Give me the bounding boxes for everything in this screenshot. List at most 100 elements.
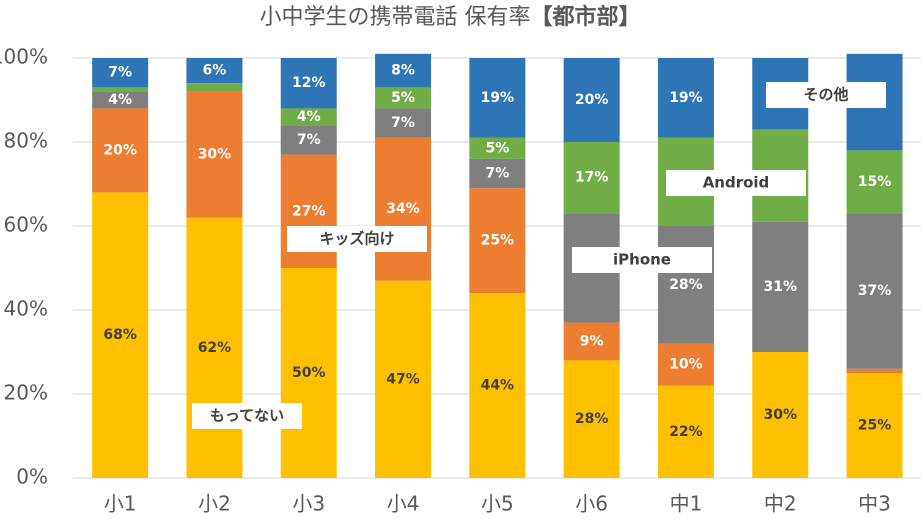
data-label: 4% (297, 109, 321, 125)
data-label: 30% (763, 407, 797, 423)
data-label: 10% (669, 357, 703, 373)
bar-segment (563, 360, 620, 478)
data-label: 25% (858, 418, 892, 434)
data-label: 30% (198, 147, 232, 163)
bar-segment (657, 58, 714, 138)
data-label: 28% (669, 277, 703, 293)
bar-segment (186, 91, 243, 218)
legend-label: その他 (803, 86, 848, 104)
bar-segment (186, 58, 243, 84)
legend-box (766, 82, 886, 108)
legend-box (192, 403, 302, 429)
data-label: 68% (103, 327, 137, 343)
data-label: 34% (386, 201, 420, 217)
bar-segment (280, 108, 337, 126)
bar-segment (563, 58, 620, 142)
data-label: 9% (580, 334, 604, 350)
bar-segment (563, 322, 620, 361)
data-label: 47% (386, 371, 420, 387)
x-tick-label: 小2 (198, 492, 231, 516)
bar-segment (469, 137, 526, 159)
data-label: 27% (292, 203, 326, 219)
bar-segment (375, 53, 432, 88)
bar-segment (92, 58, 149, 88)
bar-segment (469, 158, 526, 189)
x-tick-label: 小3 (292, 492, 325, 516)
x-tick-label: 中2 (764, 492, 797, 516)
data-label: 25% (481, 233, 515, 249)
bar-segment (846, 373, 903, 478)
legend-label: Android (703, 174, 770, 192)
x-tick-label: 小5 (481, 492, 514, 516)
x-tick-label: 小6 (575, 492, 608, 516)
bar-segment (469, 188, 526, 294)
bar-segment (657, 343, 714, 386)
data-label: 62% (198, 340, 232, 356)
bar-segment (92, 87, 149, 92)
data-label: 20% (575, 92, 609, 108)
y-tick-label: 60% (4, 213, 48, 237)
data-label: 50% (292, 365, 326, 381)
data-label: 7% (297, 132, 321, 148)
x-tick-label: 中1 (670, 492, 703, 516)
legend-box (666, 170, 806, 196)
y-tick-label: 80% (4, 129, 48, 153)
x-tick-label: 中3 (858, 492, 891, 516)
data-label: 44% (481, 378, 515, 394)
y-tick-label: 0% (16, 465, 48, 489)
data-label: 8% (391, 63, 415, 79)
data-label: 5% (485, 140, 509, 156)
bar-segment (469, 293, 526, 478)
data-label: 22% (669, 424, 703, 440)
bar-segment (846, 213, 903, 369)
bar-segment (846, 150, 903, 214)
data-label: 7% (391, 115, 415, 131)
data-label: 15% (858, 174, 892, 190)
data-label: 7% (485, 166, 509, 182)
data-label: 20% (103, 142, 137, 158)
data-label: 17% (575, 170, 609, 186)
y-tick-label: 100% (0, 45, 48, 69)
data-label: 31% (763, 279, 797, 295)
chart-title: 小中学生の携帯電話 保有率【都市部】 (259, 4, 640, 30)
data-label: 19% (669, 90, 703, 106)
data-label: 4% (108, 92, 132, 108)
data-label: 19% (481, 90, 515, 106)
bar-segment (657, 226, 714, 344)
bar-segment (280, 125, 337, 155)
bar-segment (375, 108, 432, 138)
legend-label: キッズ向け (319, 230, 394, 248)
bar-segment (375, 280, 432, 478)
data-label: 37% (858, 283, 892, 299)
title-region: 【都市部】 (530, 4, 640, 30)
data-label: 5% (391, 90, 415, 106)
data-label: 6% (203, 63, 227, 79)
bar-segment (280, 58, 337, 109)
bar-segment (186, 83, 243, 92)
bar-segment (92, 91, 149, 109)
bar-segment (92, 192, 149, 478)
bar-segment (752, 352, 809, 478)
bar-segment (375, 137, 432, 281)
y-tick-label: 40% (4, 297, 48, 321)
bar-segment (375, 87, 432, 109)
title-main: 小中学生の携帯電話 保有率 (259, 5, 530, 30)
bar-segment (657, 385, 714, 478)
data-label: 28% (575, 411, 609, 427)
x-tick-label: 小4 (387, 492, 420, 516)
legend-label: iPhone (613, 251, 671, 269)
bar-segment (469, 58, 526, 138)
data-label: 7% (108, 65, 132, 81)
bar-segment (280, 268, 337, 478)
data-label: 12% (292, 75, 326, 91)
legend-box (287, 226, 427, 252)
legend-label: もってない (210, 407, 284, 425)
bar-segment (752, 221, 809, 352)
legend-box (572, 247, 712, 273)
y-tick-label: 20% (4, 381, 48, 405)
bar-segment (186, 217, 243, 478)
bar-segment (92, 108, 149, 193)
bar-segment (846, 368, 903, 373)
x-tick-label: 小1 (104, 492, 137, 516)
